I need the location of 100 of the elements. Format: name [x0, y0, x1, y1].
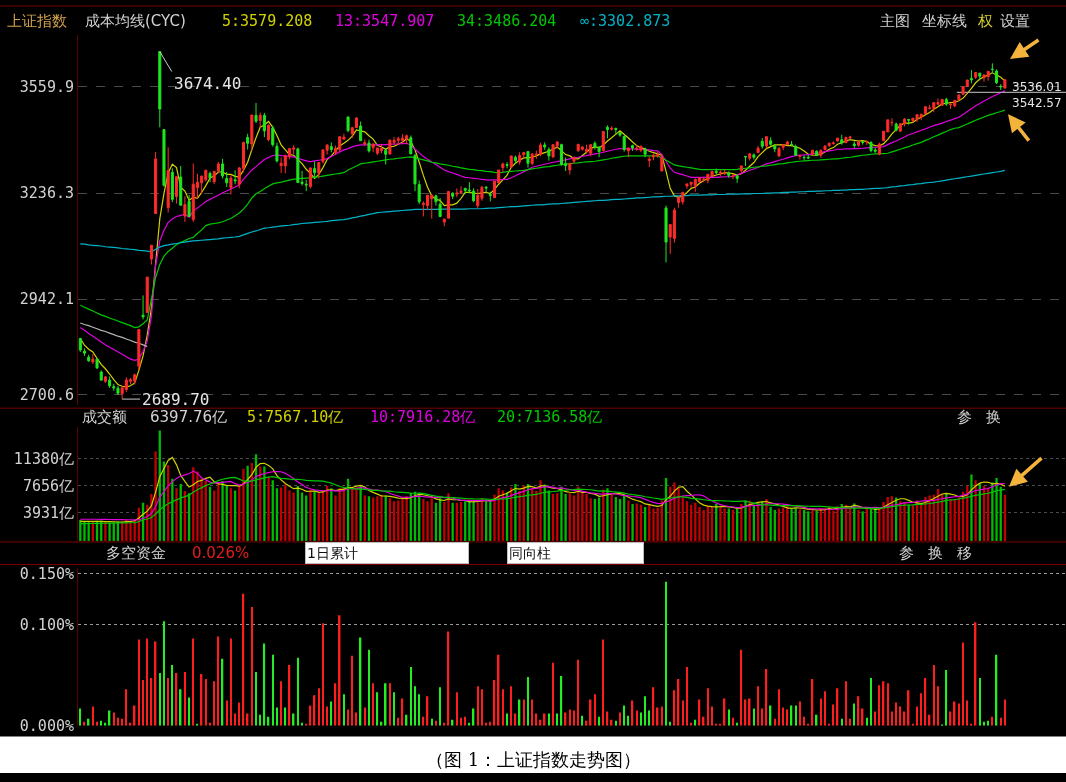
bar [142, 680, 144, 726]
candlestick [647, 155, 651, 168]
candlestick [187, 194, 191, 218]
bar [175, 488, 178, 541]
candlestick [91, 353, 95, 365]
candlestick [175, 176, 179, 205]
y-tick-label: 11380亿 [13, 450, 74, 469]
bar [330, 701, 333, 726]
y-tick-label: 3931亿 [22, 503, 74, 522]
text: 3536.01 [1012, 80, 1062, 94]
bar [874, 711, 876, 726]
candlestick [898, 122, 902, 133]
text: ∞:3302.873 [580, 12, 671, 30]
candlestick [794, 144, 798, 157]
candlestick [367, 139, 371, 154]
bar [163, 621, 165, 726]
candlestick [706, 173, 710, 184]
annotation: 2689.70 [142, 390, 210, 409]
text: 移 [957, 544, 972, 562]
candlestick [82, 347, 87, 357]
candlestick [275, 142, 279, 164]
ref-line-label: 3542.57 [1012, 96, 1062, 110]
candlestick [643, 147, 647, 158]
candlestick [488, 191, 492, 202]
bar [711, 706, 713, 726]
candlestick [183, 195, 187, 223]
bar [795, 705, 797, 726]
bar [380, 494, 383, 541]
text: 换 [928, 544, 943, 562]
candlestick [631, 145, 635, 152]
bar [510, 686, 512, 726]
candlestick [296, 147, 300, 184]
candlestick [656, 151, 660, 159]
bar [125, 689, 128, 726]
bar [928, 495, 931, 541]
bar [949, 499, 952, 541]
bar [648, 710, 651, 726]
candlestick [790, 140, 794, 147]
bar [439, 687, 441, 726]
candlestick [815, 149, 819, 157]
candlestick [559, 143, 563, 167]
candlestick [438, 197, 442, 218]
bar [945, 669, 948, 726]
line-series [79, 456, 1006, 523]
candlestick [639, 144, 643, 153]
text: （图 1：上证指数走势图） [426, 749, 642, 770]
chart-title: 多空资金 [106, 544, 166, 562]
bar [924, 678, 927, 726]
candlestick [589, 144, 593, 157]
bar [761, 708, 763, 726]
candlestick [162, 128, 166, 188]
candlestick [597, 145, 601, 158]
candlestick [258, 111, 262, 129]
bar [527, 677, 529, 726]
candlestick [112, 383, 116, 392]
candlestick [179, 165, 183, 206]
bar [255, 672, 257, 726]
candlestick [865, 139, 869, 146]
bar [447, 493, 450, 541]
bar [652, 508, 655, 541]
candlestick [932, 102, 936, 113]
candlestick [923, 106, 927, 115]
candlestick [547, 146, 551, 162]
bar [887, 683, 889, 726]
candlestick [254, 102, 258, 124]
candlestick [823, 145, 827, 151]
bar [799, 701, 801, 726]
candlestick [141, 294, 145, 320]
bar [426, 501, 429, 541]
candlestick [442, 218, 446, 227]
annotation: 3674.40 [174, 74, 242, 93]
bar [150, 678, 153, 726]
candlestick [949, 102, 953, 110]
candlestick [568, 162, 572, 176]
bar [79, 708, 82, 726]
candlestick [246, 133, 250, 151]
bar [665, 581, 667, 726]
candlestick [208, 171, 212, 183]
bar [857, 509, 860, 541]
bar [171, 664, 174, 726]
bar [318, 688, 320, 726]
bar [217, 482, 220, 541]
candlestick [911, 117, 915, 123]
candlestick [484, 185, 488, 193]
bar [585, 493, 588, 541]
text: 换 [986, 408, 1001, 426]
bar [832, 704, 835, 726]
candlestick [605, 124, 609, 139]
bar [242, 593, 245, 726]
candlestick [233, 169, 237, 185]
bar [138, 639, 140, 726]
bar [778, 689, 780, 726]
candlestick [371, 142, 375, 153]
bar [347, 709, 349, 726]
candlestick [677, 196, 681, 209]
candlestick [995, 68, 999, 85]
candlestick [781, 144, 785, 151]
candlestick [894, 121, 898, 133]
bar [962, 642, 964, 726]
bar [313, 491, 316, 541]
